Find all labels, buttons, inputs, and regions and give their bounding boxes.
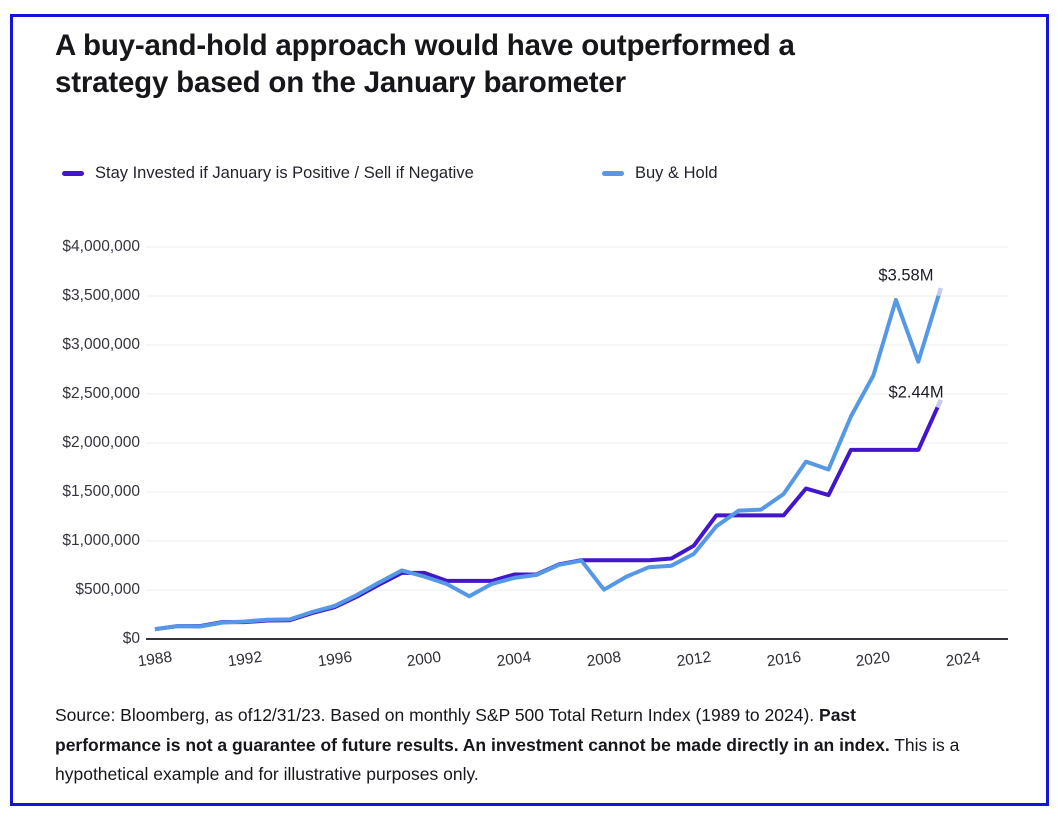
annotation-buy-hold: $3.58M	[878, 266, 934, 285]
legend-label-barometer: Stay Invested if January is Positive / S…	[95, 163, 474, 182]
y-axis-label: $4,000,000	[62, 238, 140, 255]
legend-swatch-barometer-icon	[62, 170, 84, 176]
legend-item-buy-hold: Buy & Hold	[602, 162, 718, 184]
legend-label-buy-hold: Buy & Hold	[635, 163, 718, 182]
legend-swatch-buy-hold-icon	[602, 170, 624, 176]
source-note-line: Source: Bloomberg, as of12/31/23. Based …	[55, 705, 856, 725]
y-axis-label: $2,000,000	[62, 434, 140, 451]
y-axis-label: $500,000	[75, 581, 140, 598]
chart-card-frame	[10, 14, 1049, 806]
page-title: A buy-and-hold approach would have outpe…	[55, 27, 935, 101]
y-axis-label: $0	[122, 630, 140, 647]
y-axis-label: $1,000,000	[62, 532, 140, 549]
annotation-barometer: $2.44M	[888, 383, 944, 402]
source-note-line: hypothetical example and for illustrativ…	[55, 764, 479, 784]
legend-item-barometer: Stay Invested if January is Positive / S…	[62, 162, 474, 184]
page-title-line1: A buy-and-hold approach would have outpe…	[55, 29, 795, 62]
y-axis-label: $3,000,000	[62, 336, 140, 353]
page-title-line2: strategy based on the January barometer	[55, 66, 626, 99]
source-note: Source: Bloomberg, as of12/31/23. Based …	[55, 701, 1005, 790]
y-axis-label: $2,500,000	[62, 385, 140, 402]
y-axis-label: $1,500,000	[62, 483, 140, 500]
source-note-line: performance is not a guarantee of future…	[55, 734, 960, 755]
y-axis-label: $3,500,000	[62, 287, 140, 304]
